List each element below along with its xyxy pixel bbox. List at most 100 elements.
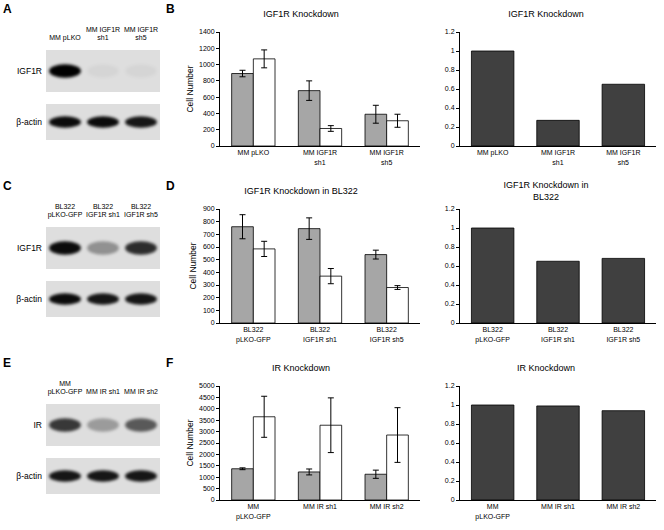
svg-text:MM IR sh2: MM IR sh2: [124, 388, 158, 395]
svg-text:MM IGF1Rsh1: MM IGF1Rsh1: [303, 149, 337, 165]
svg-text:1500: 1500: [199, 462, 215, 469]
svg-text:MM IGF1Rsh1: MM IGF1Rsh1: [541, 149, 575, 165]
svg-text:400: 400: [203, 110, 215, 117]
svg-text:600: 600: [203, 94, 215, 101]
svg-text:4500: 4500: [199, 394, 215, 401]
svg-text:1000: 1000: [199, 61, 215, 68]
svg-text:BL322IGF1R sh1: BL322IGF1R sh1: [541, 326, 575, 342]
svg-text:0.4: 0.4: [445, 458, 455, 465]
svg-text:0: 0: [211, 319, 215, 326]
svg-text:IGF1R sh1: IGF1R sh1: [86, 211, 120, 218]
svg-text:900: 900: [203, 205, 215, 212]
html-text:C: C: [3, 179, 12, 193]
svg-text:IGF1R Knockdown inBL322: IGF1R Knockdown inBL322: [503, 180, 588, 202]
svg-text:500: 500: [203, 256, 215, 263]
svg-text:MM IR sh1: MM IR sh1: [541, 503, 575, 510]
svg-text:400: 400: [203, 269, 215, 276]
svg-text:BL322pLKO-GFP: BL322pLKO-GFP: [475, 326, 510, 343]
svg-text:1: 1: [451, 47, 455, 54]
svg-text:sh1: sh1: [97, 34, 108, 41]
svg-text:β-actin: β-actin: [16, 117, 42, 127]
svg-text:1.2: 1.2: [445, 205, 455, 212]
svg-text:pLKO-GFP: pLKO-GFP: [48, 388, 83, 396]
svg-text:0.2: 0.2: [445, 123, 455, 130]
svg-text:MM pLKO: MM pLKO: [238, 149, 270, 157]
svg-text:1: 1: [451, 224, 455, 231]
svg-text:Cell Number: Cell Number: [188, 242, 198, 289]
svg-text:200: 200: [203, 126, 215, 133]
svg-text:BL322IGF1R sh5: BL322IGF1R sh5: [606, 326, 640, 342]
svg-text:IGF1R: IGF1R: [17, 66, 42, 76]
svg-text:β-actin: β-actin: [16, 294, 42, 304]
svg-text:0.6: 0.6: [445, 85, 455, 92]
svg-text:1200: 1200: [199, 45, 215, 52]
svg-text:BL322IGF1R sh5: BL322IGF1R sh5: [370, 326, 404, 342]
svg-text:IR Knockdown: IR Knockdown: [272, 363, 330, 373]
svg-text:1.2: 1.2: [445, 28, 455, 35]
svg-text:IGF1R: IGF1R: [17, 243, 42, 253]
svg-text:sh5: sh5: [135, 34, 146, 41]
svg-text:0.4: 0.4: [445, 104, 455, 111]
svg-text:IR: IR: [34, 420, 43, 430]
svg-text:BL322: BL322: [55, 203, 75, 210]
html-text:A: A: [3, 2, 12, 16]
svg-text:Cell Number: Cell Number: [185, 419, 195, 466]
svg-text:5000: 5000: [199, 382, 215, 389]
svg-text:600: 600: [203, 243, 215, 250]
svg-text:0: 0: [451, 142, 455, 149]
svg-text:0.4: 0.4: [445, 281, 455, 288]
svg-text:100: 100: [203, 307, 215, 314]
svg-text:MM IR sh2: MM IR sh2: [370, 503, 404, 510]
svg-text:4000: 4000: [199, 405, 215, 412]
svg-text:0.6: 0.6: [445, 262, 455, 269]
svg-text:0.2: 0.2: [445, 477, 455, 484]
svg-text:3000: 3000: [199, 428, 215, 435]
svg-text:MM pLKO: MM pLKO: [49, 34, 81, 42]
svg-text:0.8: 0.8: [445, 243, 455, 250]
svg-text:800: 800: [203, 218, 215, 225]
svg-text:IR Knockdown: IR Knockdown: [517, 363, 575, 373]
svg-text:MM pLKO: MM pLKO: [477, 149, 509, 157]
svg-text:BL322IGF1R sh1: BL322IGF1R sh1: [303, 326, 337, 342]
svg-text:BL322: BL322: [131, 203, 151, 210]
svg-text:1000: 1000: [199, 474, 215, 481]
svg-text:IGF1R Knockdown: IGF1R Knockdown: [263, 9, 339, 19]
svg-text:3500: 3500: [199, 417, 215, 424]
svg-text:0.8: 0.8: [445, 66, 455, 73]
svg-text:MM IR sh2: MM IR sh2: [606, 503, 640, 510]
svg-text:MM IR sh1: MM IR sh1: [86, 388, 120, 395]
svg-text:1.2: 1.2: [445, 382, 455, 389]
svg-text:BL322: BL322: [93, 203, 113, 210]
svg-text:0: 0: [451, 496, 455, 503]
svg-text:500: 500: [203, 485, 215, 492]
svg-text:1: 1: [451, 401, 455, 408]
svg-text:MM IGF1Rsh5: MM IGF1Rsh5: [606, 149, 640, 165]
svg-text:800: 800: [203, 77, 215, 84]
svg-text:0: 0: [211, 142, 215, 149]
svg-text:BL322pLKO-GFP: BL322pLKO-GFP: [236, 326, 271, 343]
svg-text:0.2: 0.2: [445, 300, 455, 307]
svg-text:MM IGF1R: MM IGF1R: [124, 26, 158, 33]
svg-text:IGF1R sh5: IGF1R sh5: [124, 211, 158, 218]
svg-text:2500: 2500: [199, 439, 215, 446]
svg-text:300: 300: [203, 281, 215, 288]
svg-text:0.6: 0.6: [445, 439, 455, 446]
svg-text:Cell Number: Cell Number: [185, 65, 195, 112]
svg-text:1400: 1400: [199, 28, 215, 35]
svg-text:0: 0: [211, 496, 215, 503]
svg-text:700: 700: [203, 231, 215, 238]
svg-text:200: 200: [203, 294, 215, 301]
svg-text:β-actin: β-actin: [16, 471, 42, 481]
svg-text:MMpLKO-GFP: MMpLKO-GFP: [236, 503, 271, 520]
svg-text:MM IGF1Rsh5: MM IGF1Rsh5: [370, 149, 404, 165]
svg-text:MM: MM: [59, 380, 71, 387]
svg-text:0.8: 0.8: [445, 420, 455, 427]
svg-text:IGF1R Knockdown in BL322: IGF1R Knockdown in BL322: [244, 186, 358, 196]
svg-text:MMpLKO-GFP: MMpLKO-GFP: [475, 503, 510, 520]
svg-text:MM IGF1R: MM IGF1R: [86, 26, 120, 33]
svg-text:MM IR sh1: MM IR sh1: [303, 503, 337, 510]
svg-text:2000: 2000: [199, 451, 215, 458]
svg-text:0: 0: [451, 319, 455, 326]
svg-text:pLKO-GFP: pLKO-GFP: [48, 211, 83, 219]
svg-text:IGF1R Knockdown: IGF1R Knockdown: [508, 9, 584, 19]
